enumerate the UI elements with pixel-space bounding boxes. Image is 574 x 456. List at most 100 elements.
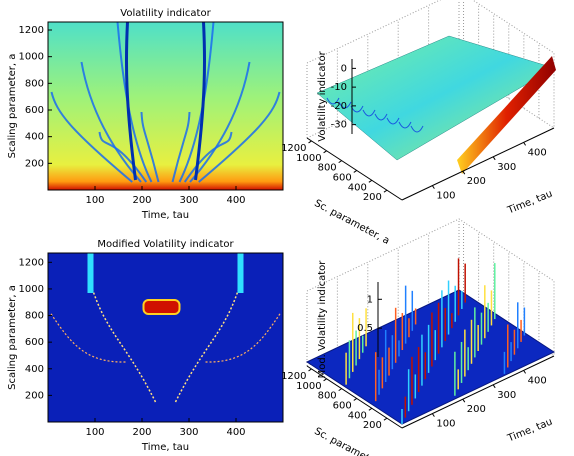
x-axis-label: Time, tau (141, 442, 189, 453)
z-tick-label: -10 (331, 82, 347, 93)
heatmap-ridge (198, 91, 281, 183)
y-tick-label: 1000 (19, 52, 44, 63)
surface (410, 125, 424, 133)
y-tick (308, 140, 312, 144)
y-tick-label: 800 (25, 311, 44, 322)
x-tick-label: 400 (528, 375, 547, 386)
heatmap-image (48, 22, 283, 190)
y-tick-label: 200 (25, 158, 44, 169)
y-tick (323, 378, 327, 382)
surface (316, 35, 555, 161)
heatmap-ridge (98, 131, 148, 183)
z-tick-label: 1 (367, 294, 373, 305)
heatmap-blob (142, 299, 181, 315)
y-tick-label: 400 (25, 364, 44, 375)
y-tick-label: 1200 (281, 143, 306, 154)
x-tick-label: 200 (132, 427, 151, 438)
z-axis-label: Mod. Volatility indicator (317, 260, 328, 379)
x-tick (431, 413, 435, 417)
heatmap-image (48, 253, 283, 422)
x-tick-label: 400 (226, 427, 245, 438)
x-tick (431, 185, 435, 189)
x-tick-label: 100 (85, 427, 104, 438)
y-tick-label: 600 (25, 337, 44, 348)
heatmap-ridge (50, 91, 133, 183)
y-tick-label: 400 (25, 132, 44, 143)
x-tick-label: 200 (467, 404, 486, 415)
heatmap-ridge (124, 21, 137, 181)
y-tick-label: 800 (318, 391, 337, 402)
heatmap-ridge (183, 131, 233, 183)
x-tick-label: 200 (467, 176, 486, 187)
y-axis-label: Sc. parameter, a (312, 198, 391, 247)
z-tick-label: -20 (331, 101, 347, 112)
z-axis-label: Volatility indicator (317, 50, 328, 141)
surface (386, 117, 400, 125)
plot-frame (47, 21, 284, 191)
y-tick (308, 368, 312, 372)
y-tick (323, 150, 327, 154)
y-tick-label: 200 (25, 390, 44, 401)
x-axis-label: Time, tau (505, 189, 554, 217)
y-tick-label: 1000 (296, 381, 321, 392)
y-axis-label: Scaling parameter, a (7, 285, 18, 390)
x-tick-label: 100 (436, 191, 455, 202)
y-tick-label: 400 (348, 182, 367, 193)
x-tick-label: 400 (528, 147, 547, 158)
x-tick-label: 300 (497, 390, 516, 401)
y-tick (368, 179, 373, 183)
x-tick-label: 300 (179, 195, 198, 206)
x-axis-label: Time, tau (141, 210, 189, 221)
heatmap-ridge (194, 21, 207, 181)
y-tick-label: 1200 (19, 257, 44, 268)
x-tick-label: 400 (226, 195, 245, 206)
y-tick (338, 388, 342, 392)
x-tick (523, 370, 527, 374)
x-axis-label: Time, tau (505, 417, 554, 445)
heatmap-ridge (89, 282, 157, 403)
z-tick-label: 0 (341, 63, 347, 74)
y-tick-label: 200 (363, 420, 382, 431)
x-tick (492, 384, 496, 389)
heatmap-ridge (116, 21, 153, 183)
y-tick-label: 1200 (19, 25, 44, 36)
heatmap-ridge (171, 111, 191, 183)
x-tick-label: 300 (179, 427, 198, 438)
x-tick (492, 156, 496, 161)
y-tick (383, 417, 388, 421)
surface (338, 101, 352, 109)
x-axis (401, 355, 555, 429)
heatmap-streak (87, 253, 94, 293)
x-tick-label: 200 (132, 195, 151, 206)
chart-title: Volatility indicator (120, 8, 211, 19)
y-axis (306, 137, 403, 201)
heatmap-ridge (174, 282, 242, 403)
z-tick-label: 0.5 (357, 323, 373, 334)
x-tick (462, 398, 466, 403)
surface (362, 109, 376, 117)
y-tick-label: 600 (333, 172, 352, 183)
heatmap-ridge (189, 61, 251, 183)
surface (326, 97, 340, 105)
x-tick-label: 300 (497, 162, 516, 173)
y-tick-label: 800 (25, 78, 44, 89)
surface-ridge (457, 56, 556, 174)
y-axis (306, 365, 403, 429)
surface (398, 121, 412, 129)
y-tick-label: 400 (348, 410, 367, 421)
x-tick-label: 100 (436, 419, 455, 430)
y-tick-label: 800 (318, 163, 337, 174)
y-tick-label: 1000 (19, 284, 44, 295)
y-tick-label: 1200 (281, 371, 306, 382)
chart-title: Modified Volatility indicator (97, 239, 234, 250)
y-tick (368, 407, 373, 411)
z-tick-label: -30 (331, 120, 347, 131)
y-tick (383, 189, 388, 193)
surface (374, 113, 388, 121)
x-tick-label: 100 (85, 195, 104, 206)
y-tick-label: 600 (333, 400, 352, 411)
y-tick (353, 170, 358, 173)
y-tick-label: 600 (25, 105, 44, 116)
heatmap-ridge (80, 61, 142, 183)
